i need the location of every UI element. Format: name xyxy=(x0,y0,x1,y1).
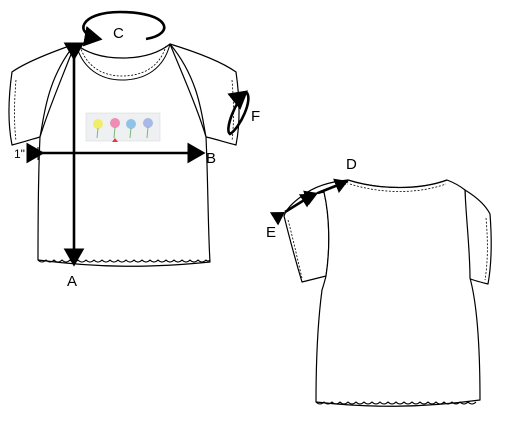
label-b: B xyxy=(206,150,216,167)
label-inch: 1" xyxy=(14,147,25,161)
back-right-sleeve-stitch xyxy=(484,217,488,281)
arrow-icon xyxy=(82,10,166,47)
back-left-sleeve xyxy=(283,191,330,283)
front-right-sleeve xyxy=(169,43,240,146)
flower-print xyxy=(85,112,161,142)
label-a: A xyxy=(67,273,77,290)
back-neckline xyxy=(347,179,448,188)
back-view xyxy=(283,179,492,407)
front-left-sleeve-stitch xyxy=(14,79,17,142)
front-view xyxy=(8,43,240,267)
front-neckline-stitch xyxy=(79,45,167,77)
back-body xyxy=(301,179,481,407)
label-d: D xyxy=(346,156,357,173)
flower-icon xyxy=(143,118,153,139)
label-f: F xyxy=(251,108,260,125)
arrow-icon xyxy=(269,192,315,226)
arrow-icon xyxy=(227,90,250,136)
front-body xyxy=(37,43,211,267)
flower-icon xyxy=(110,118,120,139)
flower-icon xyxy=(126,119,136,139)
arrow-icon xyxy=(303,178,349,206)
label-e: E xyxy=(266,224,276,241)
front-left-sleeve xyxy=(8,43,76,146)
back-hem xyxy=(315,401,477,405)
label-c: C xyxy=(113,25,124,42)
flower-icon xyxy=(93,119,103,139)
